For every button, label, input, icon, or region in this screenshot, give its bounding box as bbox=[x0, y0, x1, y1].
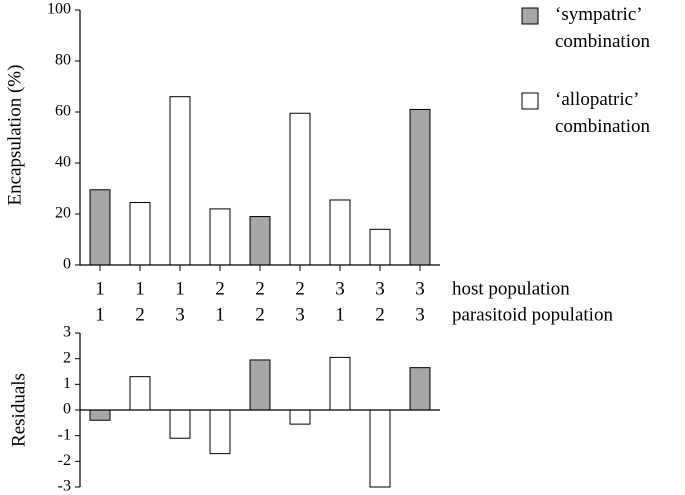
legend-label: ‘allopatric’ combination bbox=[555, 89, 650, 137]
bar bbox=[329, 199, 351, 266]
y-tick-label: -2 bbox=[58, 452, 71, 469]
bar bbox=[209, 208, 231, 266]
x-tick-label: 3 bbox=[415, 278, 425, 299]
bar bbox=[129, 202, 151, 266]
bar bbox=[89, 189, 111, 266]
y-tick-label: 1 bbox=[63, 375, 71, 392]
y-tick-label: 80 bbox=[55, 52, 71, 69]
y-tick-label: -3 bbox=[58, 478, 71, 495]
y-tick-label: 2 bbox=[63, 349, 71, 366]
y-tick-label: 0 bbox=[63, 401, 71, 418]
y-tick-label: 40 bbox=[55, 154, 71, 171]
legend-swatch bbox=[521, 7, 539, 25]
x-tick-label: 3 bbox=[175, 304, 185, 325]
bar bbox=[169, 96, 191, 266]
row-label: host population bbox=[452, 278, 570, 299]
x-tick-label: 3 bbox=[375, 278, 385, 299]
x-tick-label: 3 bbox=[335, 278, 345, 299]
x-tick-label: 1 bbox=[215, 304, 225, 325]
y-tick-label: 100 bbox=[47, 1, 71, 18]
y-axis-label: Residuals bbox=[8, 373, 29, 447]
x-tick-label: 2 bbox=[215, 278, 225, 299]
x-tick-label: 2 bbox=[255, 278, 265, 299]
y-tick-label: 0 bbox=[63, 256, 71, 273]
legend-swatch bbox=[521, 92, 539, 110]
bar bbox=[249, 359, 271, 411]
x-tick-label: 1 bbox=[335, 304, 345, 325]
bar bbox=[289, 409, 311, 425]
bar bbox=[329, 356, 351, 411]
y-tick-label: 60 bbox=[55, 103, 71, 120]
x-tick-label: 2 bbox=[135, 304, 145, 325]
bar bbox=[129, 376, 151, 411]
x-tick-label: 1 bbox=[135, 278, 145, 299]
bar bbox=[249, 216, 271, 266]
x-tick-label: 3 bbox=[295, 304, 305, 325]
bar bbox=[169, 409, 191, 439]
bar bbox=[369, 228, 391, 266]
y-tick-label: 3 bbox=[63, 324, 71, 341]
y-tick-label: -1 bbox=[58, 426, 71, 443]
bar bbox=[409, 108, 431, 266]
x-tick-label: 1 bbox=[95, 304, 105, 325]
bar bbox=[289, 112, 311, 266]
bar bbox=[369, 409, 391, 488]
bar bbox=[89, 409, 111, 421]
x-tick-label: 1 bbox=[175, 278, 185, 299]
legend-label: ‘sympatric’ combination bbox=[555, 4, 650, 52]
row-label: parasitoid population bbox=[452, 304, 613, 325]
x-tick-label: 3 bbox=[415, 304, 425, 325]
bar bbox=[209, 409, 231, 455]
x-tick-label: 2 bbox=[375, 304, 385, 325]
bar bbox=[409, 367, 431, 411]
y-tick-label: 20 bbox=[55, 205, 71, 222]
x-tick-label: 2 bbox=[255, 304, 265, 325]
x-tick-label: 2 bbox=[295, 278, 305, 299]
x-tick-label: 1 bbox=[95, 278, 105, 299]
y-axis-label: Encapsulation (%) bbox=[4, 65, 25, 206]
